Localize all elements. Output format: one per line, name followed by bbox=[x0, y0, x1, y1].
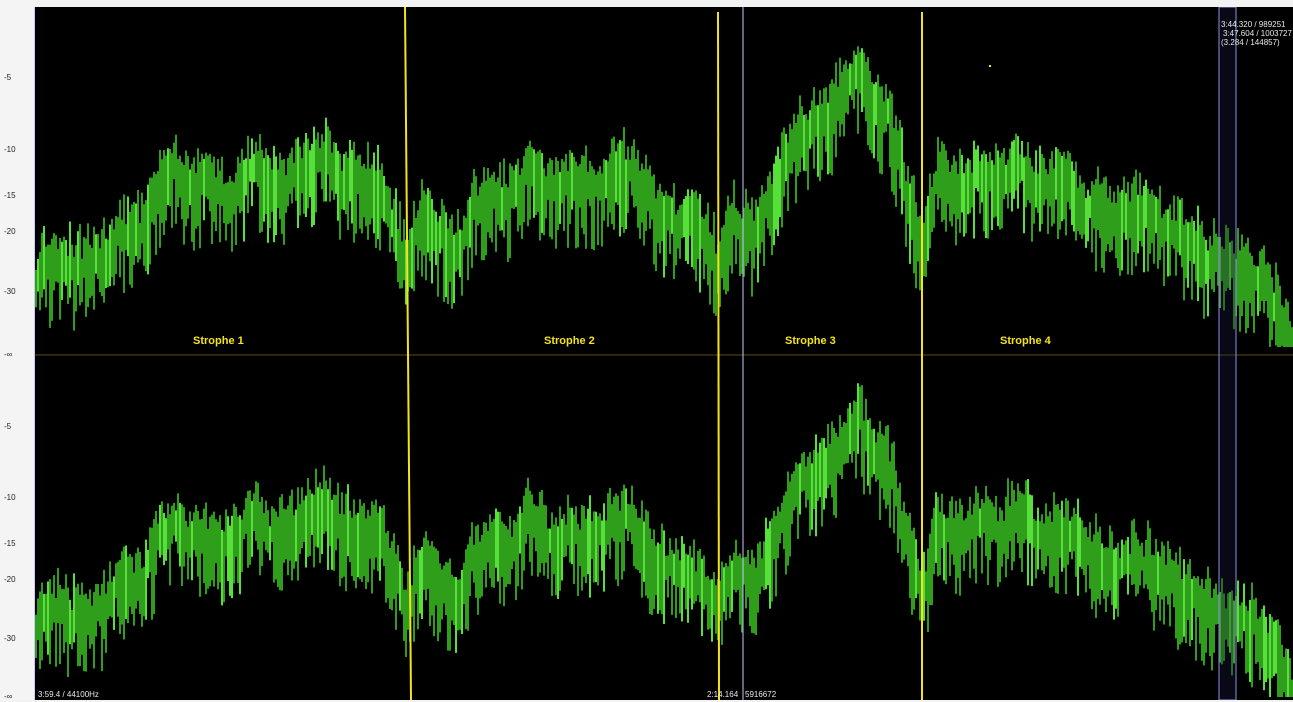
db-label-top-minus-infinity: -∞ bbox=[4, 350, 13, 359]
section-label-strophe-3[interactable]: Strophe 3 bbox=[785, 335, 836, 347]
marker-dot bbox=[989, 65, 991, 67]
waveform-canvas[interactable] bbox=[34, 7, 1293, 700]
cursor-samples-readout: 5916672 bbox=[745, 690, 777, 699]
selection-start-readout: 3:44.320 / 989251 bbox=[1221, 20, 1286, 29]
db-label-bottom-minus5: -5 bbox=[4, 422, 12, 431]
db-label-top-minus15: -15 bbox=[4, 191, 16, 200]
db-ruler: -5 -10 -15 -20 -30 -∞ -5 -10 -15 -20 -30… bbox=[0, 0, 34, 701]
selection-region[interactable] bbox=[1218, 7, 1237, 700]
waveform-view[interactable]: Strophe 1 Strophe 2 Strophe 3 Strophe 4 … bbox=[34, 7, 1293, 700]
db-label-bottom-minus10: -10 bbox=[4, 493, 16, 502]
db-label-top-minus20: -20 bbox=[4, 227, 16, 236]
db-label-bottom-minus20: -20 bbox=[4, 575, 16, 584]
db-label-bottom-minus30: -30 bbox=[4, 634, 16, 643]
section-label-strophe-1[interactable]: Strophe 1 bbox=[193, 335, 244, 347]
section-label-strophe-2[interactable]: Strophe 2 bbox=[544, 335, 595, 347]
section-label-strophe-4[interactable]: Strophe 4 bbox=[1000, 335, 1051, 347]
selection-end-readout: 3:47.604 / 1003727 bbox=[1223, 29, 1292, 38]
db-label-top-minus30: -30 bbox=[4, 287, 16, 296]
cursor-position-readout: 2:14.164 bbox=[707, 690, 739, 699]
marker-line-2[interactable] bbox=[717, 11, 720, 700]
file-info-readout: 3:59.4 / 44100Hz bbox=[38, 690, 99, 699]
db-label-top-minus5: -5 bbox=[4, 73, 12, 82]
waveform-channel-left bbox=[34, 46, 1293, 347]
marker-line-1[interactable] bbox=[404, 7, 412, 700]
selection-length-readout: (3.284 / 144857) bbox=[1221, 38, 1280, 47]
waveform-channel-right bbox=[34, 383, 1293, 697]
db-label-bottom-minus-infinity: -∞ bbox=[4, 692, 13, 701]
db-label-top-minus10: -10 bbox=[4, 145, 16, 154]
db-label-bottom-minus15: -15 bbox=[4, 539, 16, 548]
